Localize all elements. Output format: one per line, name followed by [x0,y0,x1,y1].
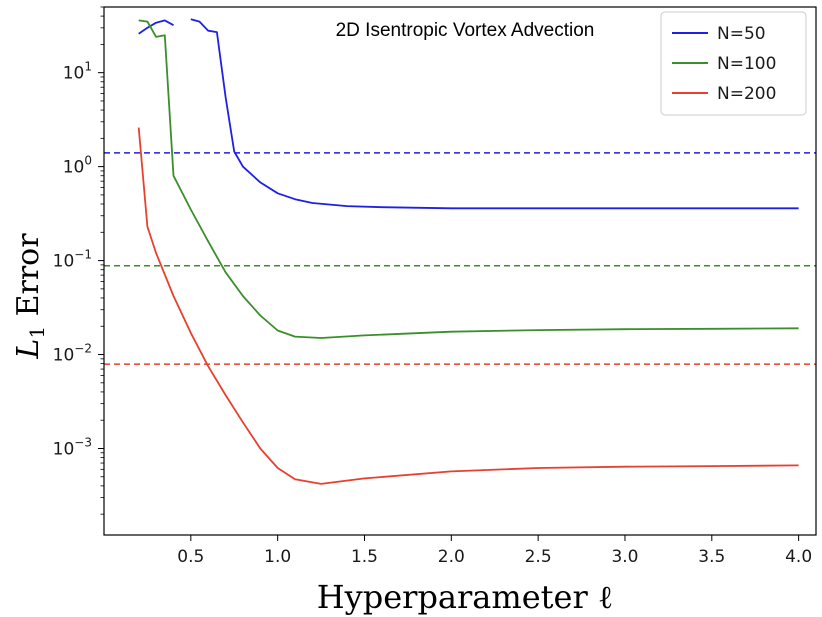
reference-lines [104,152,816,365]
legend-label: N=100 [717,54,776,74]
x-tick-label: 3.5 [698,547,725,567]
y-tick-label: 10−1 [53,248,92,272]
y-axis-ticks: 101 100 10−1 10−2 10−3 [53,6,104,515]
legend-label: N=200 [717,84,776,104]
x-tick-label: 0.5 [177,547,204,567]
legend-box [660,11,807,116]
legend-label: N=50 [717,24,766,44]
x-tick-label: 1.5 [351,547,378,567]
x-tick-label: 2.0 [438,547,465,567]
series-layer [137,18,799,485]
y-axis-label-main: L [11,339,46,360]
y-tick-label: 101 [63,60,92,84]
plot-frame [103,6,817,536]
y-tick-label: 10−3 [53,435,92,459]
x-tick-label: 2.5 [525,547,552,567]
series-line-n-200-seg-1 [137,127,799,485]
y-tick-label: 10−2 [53,342,92,366]
x-tick-label: 3.0 [611,547,638,567]
y-tick-label: 100 [63,154,92,178]
y-axis-label-subscript: 1 [25,326,49,339]
chart-title: 2D Isentropic Vortex Advection [336,20,595,41]
legend: N=50 N=100 N=200 [660,11,807,116]
x-axis-label: Hyperparameter ℓ [317,578,614,616]
x-tick-label: 4.0 [785,547,812,567]
x-tick-label: 1.0 [264,547,291,567]
y-axis-label: L1 Error [11,233,49,360]
series-line-n-50-seg-1 [138,19,174,35]
series-line-n-50-seg-2 [190,18,799,210]
y-axis-label-rest: Error [11,233,46,326]
series-line-n-100-seg-1 [138,19,799,339]
x-axis-ticks: 0.5 1.0 1.5 2.0 2.5 3.0 3.5 4.0 [177,535,812,567]
